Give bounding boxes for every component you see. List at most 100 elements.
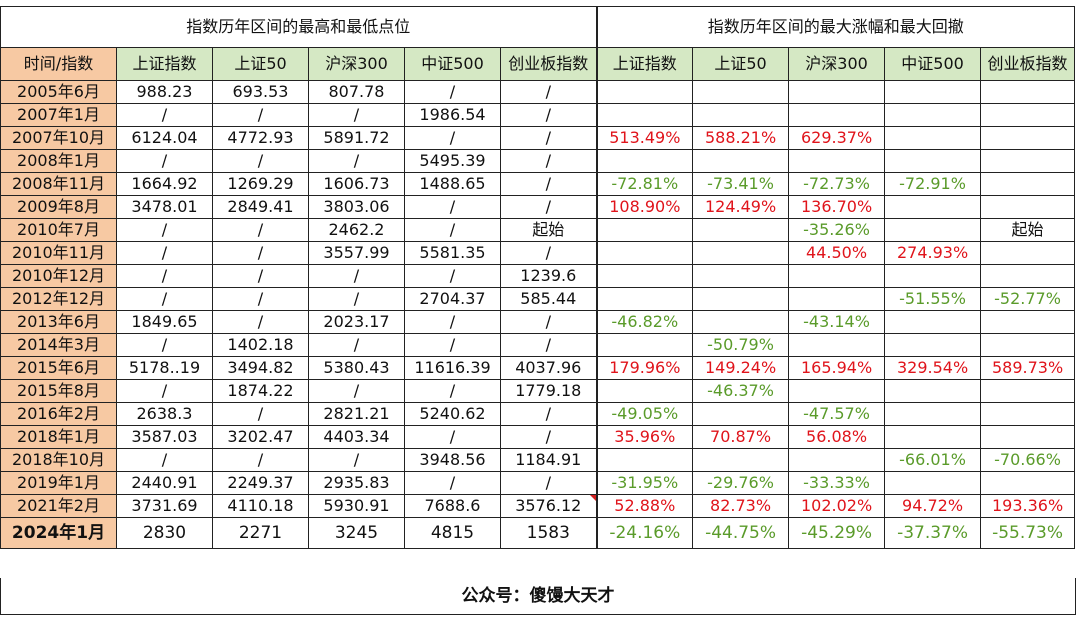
change-cell	[788, 103, 886, 127]
point-cell: /	[116, 241, 213, 265]
point-cell: /	[499, 310, 598, 334]
point-cell: 3202.47	[212, 425, 309, 449]
header-left-cyb: 创业板指数	[499, 47, 598, 81]
change-cell	[788, 264, 886, 288]
point-cell: /	[404, 218, 501, 242]
point-cell: 5240.62	[404, 402, 501, 426]
change-cell	[692, 402, 790, 426]
change-cell: -46.82%	[596, 310, 694, 334]
change-cell	[692, 310, 790, 334]
point-cell: /	[499, 402, 598, 426]
table-row: 2019年1月 2440.91 2249.37 2935.83// -31.95% -29…	[0, 471, 1076, 495]
table-row: 2008年1月 / //5495.39/	[0, 149, 1076, 173]
table-row: 2010年11月 //3557.99 5581.35/44.50% 274.93%	[0, 241, 1076, 265]
point-cell: 1986.54	[404, 103, 501, 127]
point-cell: /	[308, 264, 405, 288]
point-cell: /	[499, 80, 598, 104]
change-cell: -49.05%	[596, 402, 694, 426]
change-cell: 179.96%	[596, 356, 694, 380]
table-row: 2021年2月 3731.69 4110.18 5930.91 7688.6 3576.1…	[0, 494, 1076, 518]
point-cell: 5495.39	[404, 149, 501, 173]
change-cell: -73.41%	[692, 172, 790, 196]
table-row: 2015年6月 5178..19 3494.82 5380.43 11616.39 403…	[0, 356, 1076, 380]
point-cell: 1402.18	[212, 333, 309, 357]
change-cell	[596, 379, 694, 403]
point-cell: 1583	[499, 517, 598, 549]
change-cell	[596, 333, 694, 357]
table-row: 2007年1月 / //1986.54/	[0, 103, 1076, 127]
point-cell: /	[499, 149, 598, 173]
point-cell: 2638.3	[116, 402, 213, 426]
header-right-zz500: 中证500	[884, 47, 982, 81]
point-cell: /	[404, 195, 501, 219]
change-cell	[596, 264, 694, 288]
header-right-hs300: 沪深300	[788, 47, 886, 81]
point-cell: /	[212, 103, 309, 127]
point-cell: 3587.03	[116, 425, 213, 449]
row-date: 2015年8月	[0, 379, 117, 403]
point-cell: 2821.21	[308, 402, 405, 426]
header-right-cyb: 创业板指数	[980, 47, 1076, 81]
change-cell	[596, 287, 694, 311]
change-cell	[980, 80, 1076, 104]
change-cell: 82.73%	[692, 494, 790, 518]
point-cell: 5930.91	[308, 494, 405, 518]
table-row: 2015年8月/1874.22//1779.18 -46.37%	[0, 379, 1076, 403]
point-cell: 1779.18	[499, 379, 598, 403]
table-row: 2008年11月 1664.92 1269.29 1606.73 1488.65/-72…	[0, 172, 1076, 196]
point-cell: /	[308, 149, 405, 173]
change-cell	[788, 379, 886, 403]
change-cell: 589.73%	[980, 356, 1076, 380]
change-cell: 94.72%	[884, 494, 982, 518]
change-cell	[884, 149, 982, 173]
table-row: 2010年12月 / / //1239.6	[0, 264, 1076, 288]
change-cell: -50.79%	[692, 333, 790, 357]
point-cell: /	[116, 149, 213, 173]
change-cell	[692, 287, 790, 311]
point-cell: 4037.96	[499, 356, 598, 380]
point-cell: /	[308, 333, 405, 357]
point-cell: 3803.06	[308, 195, 405, 219]
point-cell: 6124.04	[116, 126, 213, 150]
row-date: 2019年1月	[0, 471, 117, 495]
point-cell: 3557.99	[308, 241, 405, 265]
row-date: 2008年11月	[0, 172, 117, 196]
change-cell	[692, 80, 790, 104]
change-cell: 165.94%	[788, 356, 886, 380]
change-cell	[788, 149, 886, 173]
change-cell	[884, 103, 982, 127]
point-cell: /	[116, 287, 213, 311]
change-cell: 108.90%	[596, 195, 694, 219]
left-section-title: 指数历年区间的最高和最低点位	[0, 6, 598, 48]
point-cell: /	[499, 172, 598, 196]
point-cell: 3245	[308, 517, 405, 549]
change-cell	[788, 287, 886, 311]
row-date: 2014年3月	[0, 333, 117, 357]
change-cell: 起始	[980, 218, 1076, 242]
change-cell: -70.66%	[980, 448, 1076, 472]
change-cell: 149.24%	[692, 356, 790, 380]
point-cell: /	[404, 80, 501, 104]
point-cell: 2830	[116, 517, 213, 549]
row-date: 2013年6月	[0, 310, 117, 334]
table-row: 2013年6月 1849.65/2023.17// -46.82% -43.14%	[0, 310, 1076, 334]
table-row: 2018年10月 / //3948.56 1184.91 -66.01% -70.66%	[0, 448, 1076, 472]
header-left-zz500: 中证500	[404, 47, 501, 81]
change-cell: 44.50%	[788, 241, 886, 265]
change-cell: 56.08%	[788, 425, 886, 449]
table-row: 2016年2月 2638.3/2821.21 5240.62/-49.05% -47.…	[0, 402, 1076, 426]
row-date: 2010年11月	[0, 241, 117, 265]
header-row: 时间/指数 上证指数 上证50 沪深300 中证500 创业板指数 上证指数 上…	[0, 47, 1076, 81]
change-cell	[596, 218, 694, 242]
point-cell: 5891.72	[308, 126, 405, 150]
point-cell: 2849.41	[212, 195, 309, 219]
change-cell	[692, 448, 790, 472]
change-cell	[692, 218, 790, 242]
change-cell: -29.76%	[692, 471, 790, 495]
row-date: 2021年2月	[0, 494, 117, 518]
change-cell	[980, 149, 1076, 173]
point-cell: /	[404, 471, 501, 495]
change-cell: -55.73%	[980, 517, 1076, 549]
point-cell: /	[212, 287, 309, 311]
row-date: 2007年10月	[0, 126, 117, 150]
